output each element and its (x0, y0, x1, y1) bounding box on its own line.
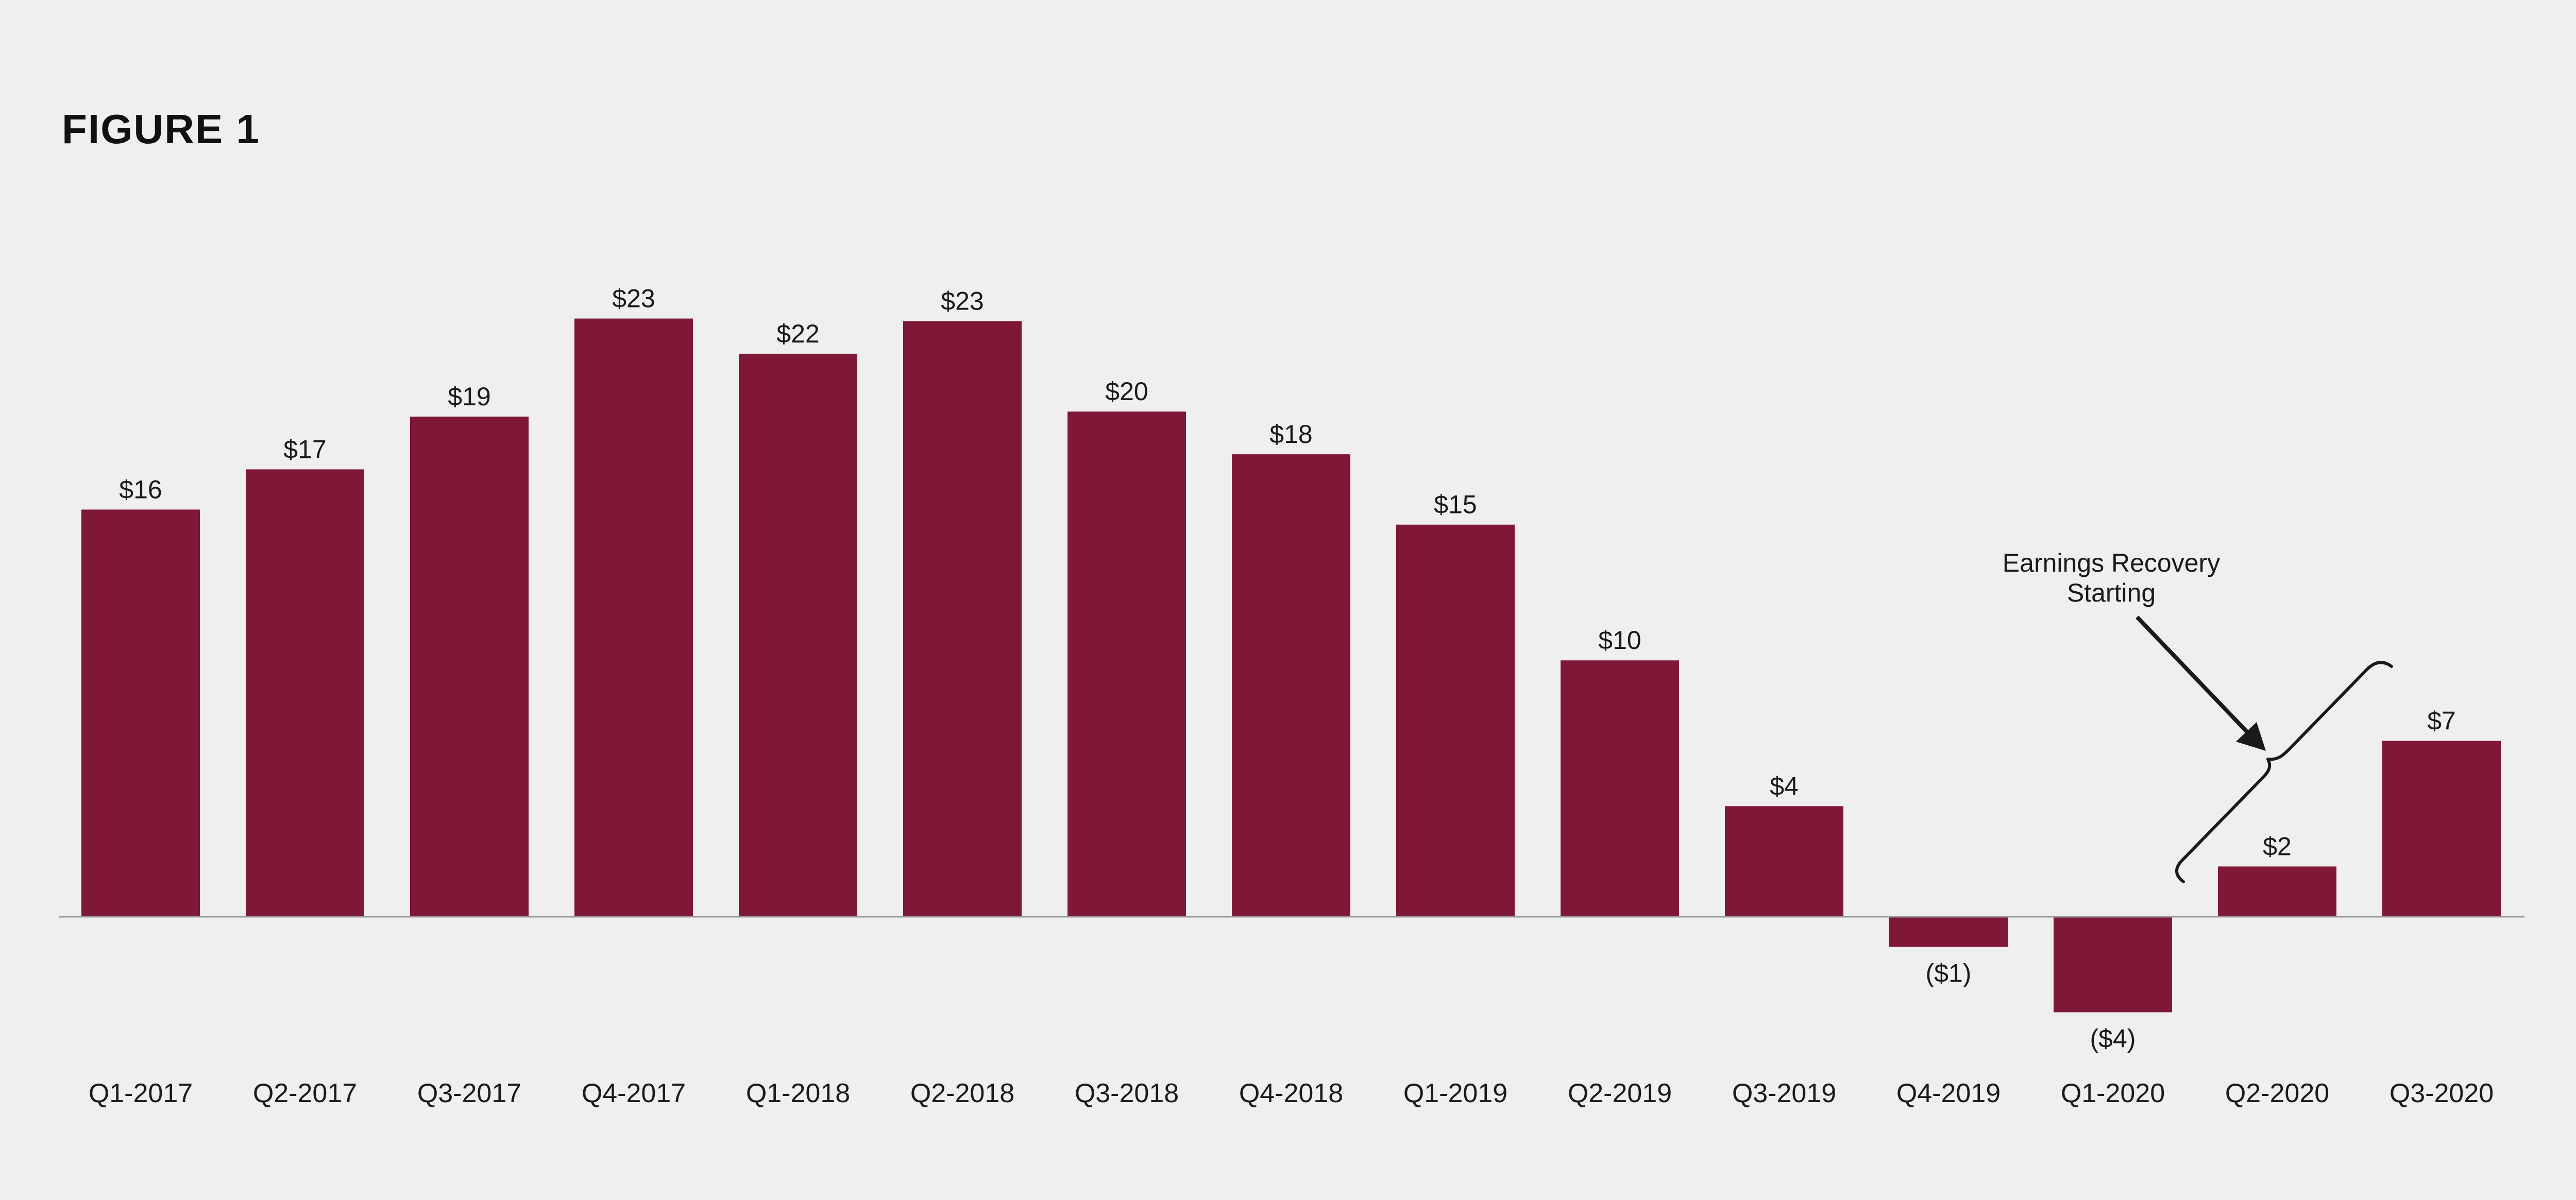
x-tick-label-q3-2019: Q3-2019 (1732, 1078, 1836, 1108)
data-label-q1-2020: ($4) (2090, 1024, 2136, 1053)
figure-title: FIGURE 1 (62, 106, 260, 152)
x-tick-label-q2-2019: Q2-2019 (1568, 1078, 1672, 1108)
bar-q1-2019 (1396, 524, 1515, 917)
bar-q4-2017 (574, 318, 693, 917)
x-tick-label-q1-2019: Q1-2019 (1403, 1078, 1507, 1108)
bar-q1-2018 (739, 353, 857, 917)
data-label-q2-2018: $23 (941, 286, 984, 315)
bars-layer (81, 318, 2501, 1013)
x-tick-label-q3-2020: Q3-2020 (2389, 1078, 2494, 1108)
x-tick-label-q2-2017: Q2-2017 (253, 1078, 357, 1108)
data-label-q4-2017: $23 (612, 284, 655, 313)
annotation-text-line-2: Starting (2067, 578, 2156, 607)
bar-q3-2019 (1725, 806, 1843, 917)
bar-q1-2020 (2054, 917, 2172, 1013)
bar-q2-2017 (246, 469, 364, 917)
x-tick-label-q4-2017: Q4-2017 (582, 1078, 686, 1108)
bar-q3-2018 (1067, 412, 1186, 917)
data-labels-layer: $16 $17 $19 $23 $22 $23 $20 $18 $15 $10 $4 ($1) ($4)… (119, 284, 2456, 1053)
annotation-arrowhead-icon (2236, 722, 2266, 751)
bar-q3-2020 (2382, 741, 2501, 917)
x-tick-label-q2-2018: Q2-2018 (910, 1078, 1014, 1108)
annotation-arrow-line (2136, 615, 2254, 739)
data-label-q1-2019: $15 (1434, 490, 1477, 519)
data-label-q4-2019: ($1) (1926, 959, 1972, 988)
x-tick-label-q4-2019: Q4-2019 (1896, 1078, 2001, 1108)
data-label-q4-2018: $18 (1269, 420, 1312, 449)
x-tick-label-q1-2020: Q1-2020 (2061, 1078, 2165, 1108)
data-label-q1-2018: $22 (776, 319, 819, 348)
x-tick-label-q1-2017: Q1-2017 (89, 1078, 193, 1108)
x-tick-label-q3-2017: Q3-2017 (417, 1078, 521, 1108)
x-tick-labels-layer: Q1-2017 Q2-2017 Q3-2017 Q4-2017 Q1-2018 Q2-20… (89, 1078, 2494, 1108)
data-label-q1-2017: $16 (119, 475, 162, 504)
data-label-q3-2017: $19 (448, 382, 490, 411)
x-tick-label-q1-2018: Q1-2018 (746, 1078, 850, 1108)
data-label-q2-2019: $10 (1598, 626, 1641, 655)
bar-q1-2017 (81, 509, 200, 917)
data-label-q2-2020: $2 (2263, 832, 2292, 861)
bar-q3-2017 (410, 416, 529, 917)
data-label-q2-2017: $17 (283, 435, 326, 464)
data-label-q3-2020: $7 (2427, 706, 2456, 735)
annotation-text-line-1: Earnings Recovery (2003, 548, 2220, 577)
x-tick-label-q4-2018: Q4-2018 (1239, 1078, 1343, 1108)
bar-q2-2020 (2218, 866, 2336, 917)
annotation-brace-icon (2175, 661, 2393, 883)
annotation-group: Earnings Recovery Starting (2003, 548, 2393, 883)
bar-q2-2019 (1561, 660, 1679, 917)
data-label-q3-2019: $4 (1770, 772, 1799, 800)
data-label-q3-2018: $20 (1105, 377, 1148, 406)
bar-q4-2018 (1232, 454, 1350, 917)
bar-q2-2018 (903, 321, 1022, 917)
x-tick-label-q2-2020: Q2-2020 (2225, 1078, 2329, 1108)
x-tick-label-q3-2018: Q3-2018 (1075, 1078, 1179, 1108)
bar-q4-2019 (1889, 917, 2008, 947)
